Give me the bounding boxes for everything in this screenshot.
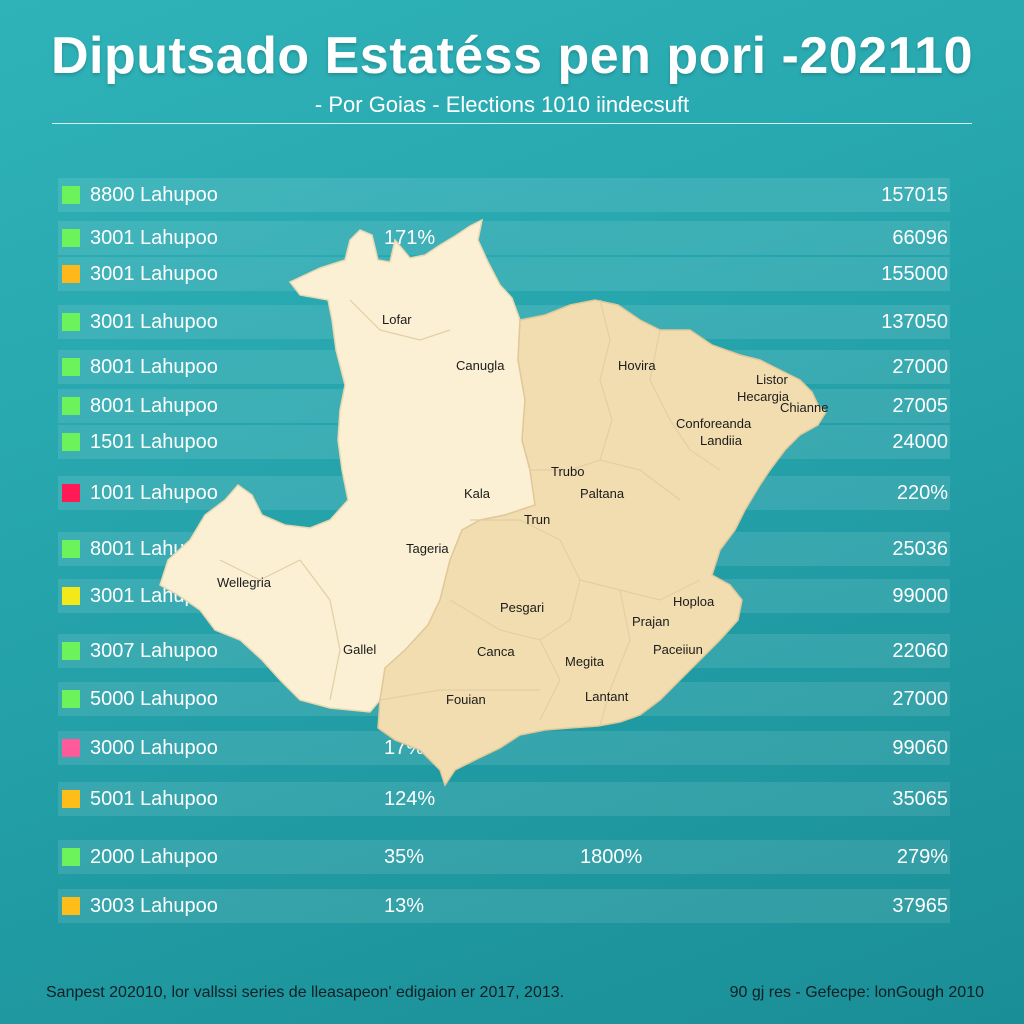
map-place-label: Listor	[756, 372, 788, 387]
map-place-label: Canugla	[456, 358, 505, 373]
row-label: 3001 Lahupoo	[90, 311, 218, 333]
row-percent: 35%	[384, 846, 425, 868]
row-label: 8800 Lahupoo	[90, 184, 218, 206]
row-label: 3001 Lahupoo	[90, 227, 218, 249]
row-value: 66096	[892, 227, 948, 249]
row-value: 155000	[881, 263, 948, 285]
legend-swatch	[62, 186, 80, 204]
row-value: 35065	[892, 788, 948, 810]
map-place-label: Trun	[524, 512, 550, 527]
row-label: 2000 Lahupoo	[90, 846, 218, 868]
legend-swatch	[62, 540, 80, 558]
map-place-label: Fouian	[446, 692, 486, 707]
row-label: 3003 Lahupoo	[90, 895, 218, 917]
row-percent: 13%	[384, 895, 425, 917]
legend-swatch	[62, 848, 80, 866]
footer-source-note: Sanpest 202010, lor vallssi series de ll…	[46, 984, 565, 1001]
row-label: 3001 Lahupoo	[90, 263, 218, 285]
footer-credit: 90 gj res - Gefecpe: lonGough 2010	[729, 984, 984, 1001]
row-value: 24000	[892, 431, 948, 453]
row-label: 1001 Lahupoo	[90, 482, 218, 504]
title-divider	[52, 123, 972, 124]
row-value: 137050	[881, 311, 948, 333]
row-label: 8001 Lahupoo	[90, 356, 218, 378]
map-place-label: Conforeanda	[676, 416, 752, 431]
map-place-label: Landiia	[700, 433, 743, 448]
map-place-label: Megita	[565, 654, 605, 669]
row-value: 27005	[892, 395, 948, 417]
result-row: 8800 Lahupoo 157015	[58, 178, 950, 212]
map-region-west	[159, 218, 536, 713]
page-subtitle: - Por Goias - Elections 1010 iindecsuft	[314, 92, 690, 117]
map-place-label: Paltana	[580, 486, 625, 501]
map-place-label: Hecargia	[737, 389, 790, 404]
district-borders	[219, 299, 721, 727]
page-title: Diputsado Estatéss pen pori -202110	[50, 27, 974, 85]
map-place-label: Pesgari	[500, 600, 544, 615]
row-value: 25036	[892, 538, 948, 560]
row-label: 3007 Lahupoo	[90, 640, 218, 662]
legend-swatch	[62, 897, 80, 915]
row-label: 8001 Lahupoo	[90, 395, 218, 417]
row-label: 3000 Lahupoo	[90, 737, 218, 759]
map-place-label: Lofar	[382, 312, 412, 327]
row-value: 99060	[892, 737, 948, 759]
row-value: 22060	[892, 640, 948, 662]
map-place-label: Chianne	[780, 400, 828, 415]
legend-swatch	[62, 484, 80, 502]
legend-swatch	[62, 229, 80, 247]
legend-swatch	[62, 265, 80, 283]
result-row: 3001 Lahupoo201%155000	[58, 257, 950, 291]
legend-swatch	[62, 739, 80, 757]
legend-swatch	[62, 790, 80, 808]
map-place-label: Paceiiun	[653, 642, 703, 657]
result-row: 2000 Lahupoo 35% 1800% 279%	[58, 840, 950, 874]
legend-swatch	[62, 358, 80, 376]
map-place-label: Prajan	[632, 614, 670, 629]
map-place-label: Wellegria	[217, 575, 272, 590]
map-place-label: Hovira	[618, 358, 656, 373]
map-region-east	[377, 299, 827, 787]
legend-swatch	[62, 642, 80, 660]
map-place-label: Hoploa	[673, 594, 715, 609]
map-place-label: Gallel	[343, 642, 376, 657]
result-row: 3003 Lahupoo 13% 37965	[58, 889, 950, 923]
result-row: 5001 Lahupoo 124% 35065	[58, 782, 950, 816]
row-percent: 124%	[384, 788, 436, 810]
row-value: 27000	[892, 688, 948, 710]
legend-swatch	[62, 397, 80, 415]
map-place-label: Trubo	[551, 464, 584, 479]
row-value: 37965	[892, 895, 948, 917]
legend-swatch	[62, 313, 80, 331]
row-label: 1501 Lahupoo	[90, 431, 218, 453]
row-label: 5000 Lahupoo	[90, 688, 218, 710]
row-value: 279%	[896, 846, 948, 868]
row-value: 27000	[892, 356, 948, 378]
map-place-label: Kala	[464, 486, 491, 501]
row-value: 99000	[892, 585, 948, 607]
map-place-label: Lantant	[585, 689, 629, 704]
row-label: 5001 Lahupoo	[90, 788, 218, 810]
map-place-label: Canca	[477, 644, 515, 659]
row-extra: 1800%	[580, 846, 643, 868]
legend-swatch	[62, 690, 80, 708]
map-place-label: Tageria	[406, 541, 449, 556]
row-value: 157015	[881, 184, 948, 206]
legend-swatch	[62, 433, 80, 451]
row-value: 220%	[896, 482, 948, 504]
legend-swatch	[62, 587, 80, 605]
